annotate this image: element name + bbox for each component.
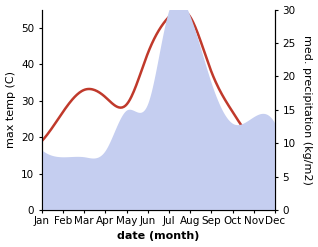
Y-axis label: med. precipitation (kg/m2): med. precipitation (kg/m2)	[302, 35, 313, 185]
X-axis label: date (month): date (month)	[117, 231, 200, 242]
Y-axis label: max temp (C): max temp (C)	[5, 71, 16, 148]
